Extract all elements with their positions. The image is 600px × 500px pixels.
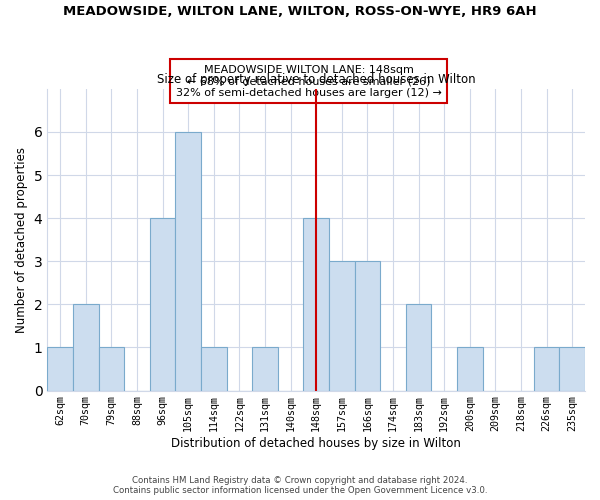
Title: Size of property relative to detached houses in Wilton: Size of property relative to detached ho… [157, 73, 475, 86]
Bar [457, 348, 482, 391]
Bar [175, 132, 201, 390]
Text: MEADOWSIDE WILTON LANE: 148sqm
← 68% of detached houses are smaller (26)
32% of : MEADOWSIDE WILTON LANE: 148sqm ← 68% of … [176, 64, 442, 98]
X-axis label: Distribution of detached houses by size in Wilton: Distribution of detached houses by size … [171, 437, 461, 450]
Bar [47, 348, 73, 391]
Text: Contains HM Land Registry data © Crown copyright and database right 2024.
Contai: Contains HM Land Registry data © Crown c… [113, 476, 487, 495]
Bar [559, 348, 585, 391]
Bar [201, 348, 227, 391]
Bar [534, 348, 559, 391]
Bar [355, 261, 380, 390]
Bar [304, 218, 329, 390]
Bar [150, 218, 175, 390]
Text: MEADOWSIDE, WILTON LANE, WILTON, ROSS-ON-WYE, HR9 6AH: MEADOWSIDE, WILTON LANE, WILTON, ROSS-ON… [63, 5, 537, 18]
Bar [329, 261, 355, 390]
Bar [406, 304, 431, 390]
Bar [73, 304, 98, 390]
Y-axis label: Number of detached properties: Number of detached properties [15, 146, 28, 332]
Bar [252, 348, 278, 391]
Bar [98, 348, 124, 391]
